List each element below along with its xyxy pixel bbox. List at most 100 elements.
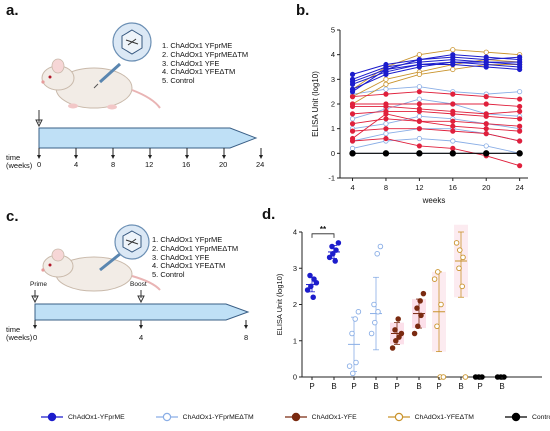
data-point <box>372 319 378 326</box>
data-point <box>416 113 422 119</box>
series-YFprME <box>349 56 523 82</box>
data-point <box>450 66 456 73</box>
legend-dot <box>47 412 57 422</box>
time-label-a: time (weeks) <box>6 153 33 170</box>
data-point <box>420 290 427 297</box>
data-point <box>375 308 381 315</box>
data-point <box>377 243 384 250</box>
series-line <box>352 138 520 167</box>
legend-marker-icon <box>284 412 307 422</box>
series-line <box>352 128 520 142</box>
series-YFE <box>349 89 523 102</box>
data-point <box>483 113 489 119</box>
data-point <box>438 301 444 308</box>
data-point <box>460 254 466 261</box>
data-point <box>483 64 489 70</box>
data-point <box>383 91 389 97</box>
series-YFE <box>349 135 523 169</box>
series-line <box>352 86 520 95</box>
data-point <box>457 247 463 253</box>
data-point <box>483 54 489 60</box>
data-point <box>434 323 440 329</box>
timeline-tick-label: 20 <box>219 160 228 169</box>
data-point <box>483 150 490 157</box>
x-tick-label: B <box>499 382 504 391</box>
data-point <box>416 126 422 132</box>
significance-bracket <box>311 233 335 238</box>
timeline-tick-label: 24 <box>256 160 265 169</box>
data-point <box>416 84 422 90</box>
y-tick-label: 3 <box>331 75 335 84</box>
data-point <box>352 316 358 322</box>
vaccine-list-item: 5. Control <box>162 76 195 86</box>
data-point <box>349 81 356 87</box>
data-point <box>353 359 359 366</box>
elisa-scatter-chart: 0 1 2 3 4 ELISA Unit (log10) P B P B P B P B P B ** <box>275 224 542 391</box>
data-point <box>307 272 313 279</box>
y-tick-label: 0 <box>293 373 297 382</box>
data-point <box>517 56 523 63</box>
y-axis-label: ELISA Unit (log10) <box>275 273 284 335</box>
data-point <box>416 150 423 157</box>
panel-letter-c: c. <box>6 208 19 225</box>
data-point <box>332 258 338 264</box>
data-point <box>349 145 356 151</box>
data-point <box>349 330 355 337</box>
data-point <box>349 138 356 144</box>
timeline-ticks-a <box>37 148 263 159</box>
series-YFE <box>349 101 523 110</box>
data-point <box>416 108 422 115</box>
data-point <box>383 76 389 82</box>
data-point <box>456 265 462 272</box>
data-point <box>416 56 422 63</box>
series-line <box>352 115 520 130</box>
data-point <box>389 345 396 351</box>
data-point <box>517 138 523 144</box>
data-point <box>435 269 441 275</box>
data-point <box>416 71 422 78</box>
legend: ChAdOx1-YFprME ChAdOx1-YFprMEΔTM ChAdOx1-Y… <box>40 412 550 422</box>
data-point <box>349 111 356 117</box>
x-tick-label: 12 <box>415 183 423 192</box>
data-point <box>398 330 405 337</box>
legend-label: ChAdOx1-YFE <box>311 413 357 421</box>
series-line <box>352 113 520 139</box>
data-point <box>310 294 316 300</box>
data-point <box>431 276 438 282</box>
series-line <box>352 56 520 75</box>
data-point <box>483 49 489 55</box>
data-point <box>326 254 333 261</box>
legend-item: ChAdOx1-YFEΔTM <box>387 412 474 422</box>
series-line <box>352 98 520 120</box>
data-point <box>416 143 422 149</box>
timeline-tick-label: 0 <box>33 333 38 342</box>
mouse-illustration-c <box>41 224 161 292</box>
data-point <box>450 59 456 65</box>
data-point <box>416 52 422 58</box>
data-point <box>450 111 456 117</box>
x-tick-label: B <box>373 382 378 391</box>
legend-marker-icon <box>155 412 178 422</box>
vaccine-list-item: 4. ChAdOx1 YFEΔTM <box>152 261 226 271</box>
timeline-tick-label: 8 <box>111 160 116 169</box>
data-point <box>453 240 460 246</box>
data-point <box>383 121 389 127</box>
series-line <box>352 106 520 115</box>
data-point <box>483 143 489 149</box>
series-line <box>352 49 520 90</box>
series-line <box>352 138 520 154</box>
y-tick-label: 2 <box>293 300 297 309</box>
series-line <box>352 61 520 83</box>
x-tick-label: 16 <box>449 183 457 192</box>
series-line <box>352 61 520 90</box>
data-point <box>517 108 523 115</box>
mouse-illustration-a <box>41 22 161 110</box>
data-point <box>483 94 489 100</box>
y-tick-label: 2 <box>331 100 335 109</box>
data-point <box>371 301 377 308</box>
data-point <box>450 52 456 58</box>
data-point <box>416 135 422 142</box>
data-point <box>383 131 389 137</box>
data-point <box>418 312 424 319</box>
data-point <box>483 101 489 107</box>
